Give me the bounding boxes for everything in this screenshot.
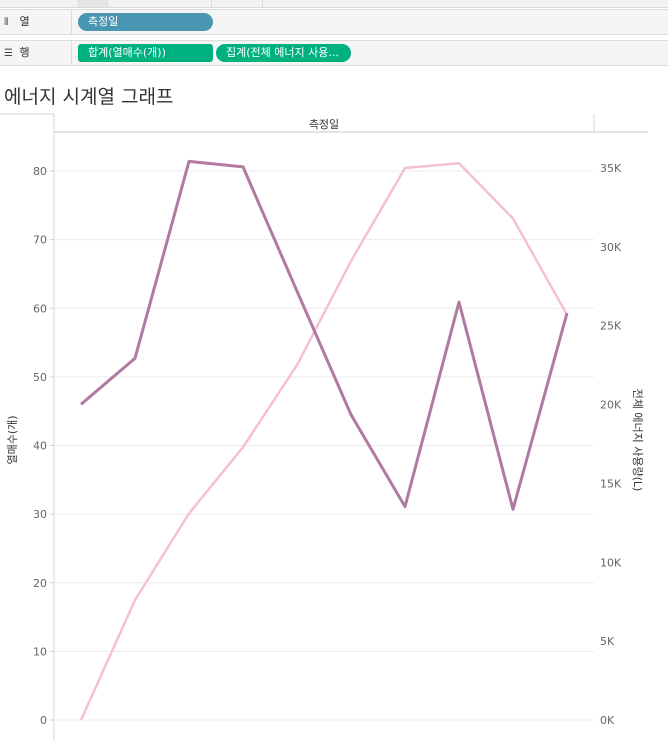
columns-pill-date[interactable]: 측정일	[78, 13, 213, 31]
columns-shelf[interactable]: ⦀ 열 측정일	[0, 9, 668, 35]
rows-shelf-label: ☰ 행	[0, 41, 72, 65]
left-tick-label: 80	[33, 165, 47, 178]
right-tick-label: 30K	[600, 241, 622, 254]
left-tick-label: 70	[33, 234, 47, 247]
right-tick-label: 10K	[600, 556, 622, 569]
left-axis-title: 열매수(개)	[6, 415, 19, 464]
series-line-energy-usage	[79, 162, 569, 721]
left-tick-label: 0	[40, 714, 47, 727]
right-tick-label: 35K	[600, 162, 622, 175]
rows-shelf[interactable]: ☰ 행 합계(열매수(개)) 집계(전체 에너지 사용...	[0, 40, 668, 66]
left-tick-label: 20	[33, 577, 47, 590]
toolbar-stub	[212, 0, 263, 7]
top-toolbar-strip	[0, 0, 668, 8]
right-tick-label: 15K	[600, 477, 622, 490]
columns-shelf-label: ⦀ 열	[0, 10, 72, 34]
right-tick-label: 20K	[600, 399, 622, 412]
column-header: 측정일	[309, 117, 339, 131]
rows-pill-fruit-count[interactable]: 합계(열매수(개))	[78, 44, 213, 62]
left-tick-label: 50	[33, 371, 47, 384]
left-tick-label: 10	[33, 645, 47, 658]
rows-icon: ☰	[4, 48, 13, 59]
toolbar-stub	[108, 0, 212, 7]
left-tick-label: 30	[33, 508, 47, 521]
right-axis-title: 전체 에너지 사용량(L)	[631, 389, 644, 492]
toolbar-stub	[79, 0, 108, 7]
right-tick-label: 0K	[600, 714, 615, 727]
right-tick-label: 25K	[600, 320, 622, 333]
sheet-title: 에너지 시계열 그래프	[4, 86, 174, 108]
right-tick-label: 5K	[600, 635, 615, 648]
rows-pill-energy-usage[interactable]: 집계(전체 에너지 사용...	[216, 44, 351, 62]
columns-icon: ⦀	[4, 17, 9, 28]
left-tick-label: 40	[33, 440, 47, 453]
series-line-fruit-count	[80, 159, 569, 511]
left-tick-label: 60	[33, 302, 47, 315]
toolbar-stub	[0, 0, 79, 7]
